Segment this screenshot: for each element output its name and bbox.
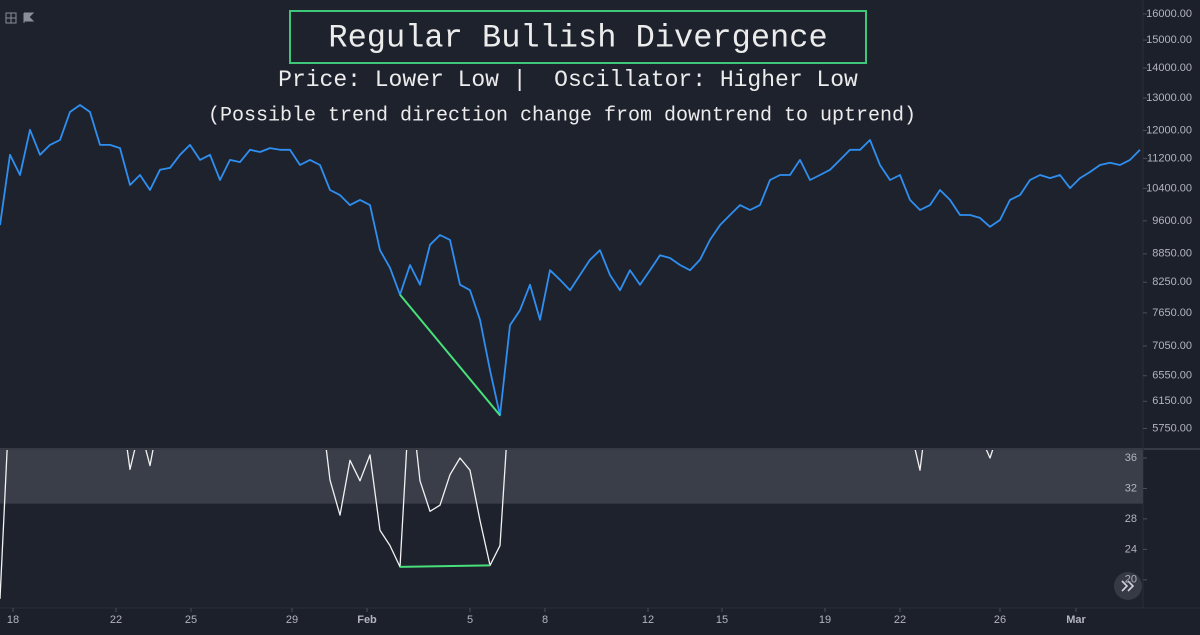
scroll-button[interactable]	[1114, 572, 1142, 600]
x-tick-label: 5	[467, 614, 473, 626]
y-tick-label: 16000.00	[1146, 8, 1192, 20]
y-tick-label: 9600.00	[1152, 215, 1192, 227]
chart-title: Regular Bullish Divergence	[328, 19, 827, 56]
band	[0, 450, 1143, 504]
x-tick-label: 12	[642, 614, 654, 626]
y-tick-label: 13000.00	[1146, 92, 1192, 104]
y-tick-label: 15000.00	[1146, 34, 1192, 46]
y-tick-label: 24	[1125, 543, 1137, 555]
price-pane	[0, 0, 1143, 448]
price-line	[0, 104, 1141, 417]
x-tick-label: 8	[542, 614, 548, 626]
chart-subtitle: Price: Lower Low | Oscillator: Higher Lo…	[278, 67, 858, 93]
x-tick-label: 15	[716, 614, 728, 626]
y-tick-label: 6150.00	[1152, 395, 1192, 407]
x-tick-label: 19	[819, 614, 831, 626]
x-tick-label: 22	[894, 614, 906, 626]
y-tick-label: 32	[1125, 482, 1137, 494]
annotation: (Possible trend direction change from do…	[208, 104, 916, 127]
y-tick-label: 36	[1125, 452, 1137, 464]
toolbar	[5, 12, 35, 24]
y-tick-label: 7650.00	[1152, 307, 1192, 319]
x-tick-label: 29	[286, 614, 298, 626]
x-tick-label: 22	[110, 614, 122, 626]
x-tick-label: 25	[185, 614, 197, 626]
x-tick-label: 18	[7, 614, 19, 626]
y-tick-label: 8850.00	[1152, 248, 1192, 260]
y-tick-label: 7050.00	[1152, 340, 1192, 352]
y-tick-label: 5750.00	[1152, 422, 1192, 434]
title-box	[289, 10, 867, 64]
x-tick-label: Mar	[1066, 614, 1086, 626]
y-tick-label: 14000.00	[1146, 62, 1192, 74]
x-tick-label: Feb	[357, 614, 377, 626]
y-tick-label: 8250.00	[1152, 276, 1192, 288]
y-tick-label: 6550.00	[1152, 370, 1192, 382]
scroll-icon[interactable]	[1121, 580, 1135, 592]
divergence-line	[399, 564, 491, 568]
y-tick-label: 12000.00	[1146, 124, 1192, 136]
y-tick-label: 28	[1125, 513, 1137, 525]
icon[interactable]	[23, 12, 35, 23]
y-tick-label: 10400.00	[1146, 182, 1192, 194]
y-tick-label: 20	[1125, 574, 1137, 586]
y-tick-label: 11200.00	[1147, 152, 1192, 164]
divergence-line	[399, 294, 501, 416]
x-tick-label: 26	[994, 614, 1006, 626]
